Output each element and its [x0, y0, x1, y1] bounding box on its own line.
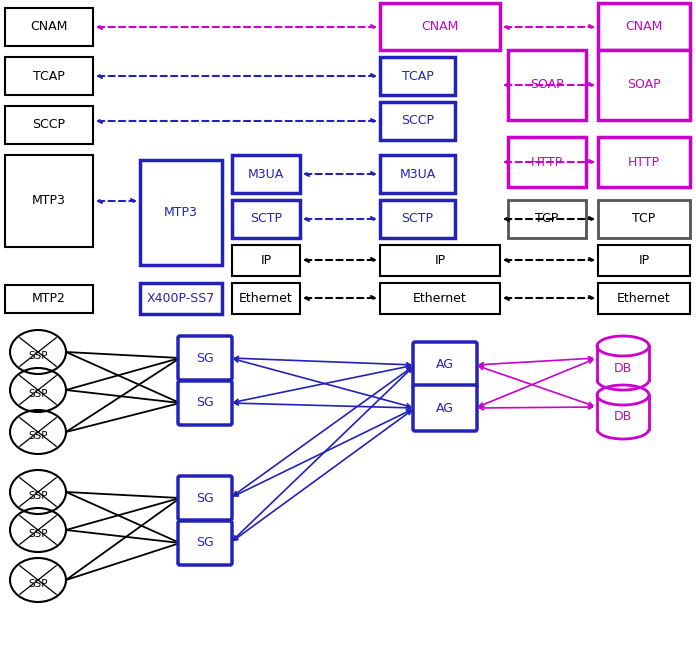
Text: IP: IP [434, 254, 445, 267]
Bar [5, 106, 93, 144]
Text: SCTP: SCTP [250, 213, 282, 225]
FancyBboxPatch shape [413, 342, 477, 388]
FancyBboxPatch shape [178, 336, 232, 380]
Bar [508, 50, 586, 120]
Text: TCAP: TCAP [402, 70, 434, 82]
Bar [598, 283, 690, 314]
Bar [598, 50, 690, 120]
Text: MTP3: MTP3 [164, 206, 198, 219]
Text: AG: AG [436, 401, 454, 415]
Bar [5, 155, 93, 247]
Text: TCAP: TCAP [33, 70, 65, 82]
Text: SSP: SSP [29, 579, 48, 589]
Text: DB: DB [614, 361, 632, 375]
Bar [232, 200, 300, 238]
FancyBboxPatch shape [178, 476, 232, 520]
Bar [232, 245, 300, 276]
Bar [140, 160, 222, 265]
Text: X400P-SS7: X400P-SS7 [147, 292, 215, 305]
Bar [380, 283, 500, 314]
Text: SCCP: SCCP [401, 114, 434, 128]
Bar [598, 137, 690, 187]
Text: SG: SG [196, 537, 214, 549]
Bar [508, 137, 586, 187]
Text: SCCP: SCCP [33, 118, 65, 132]
Text: SSP: SSP [29, 491, 48, 501]
FancyBboxPatch shape [178, 381, 232, 425]
Bar [232, 155, 300, 193]
Text: SG: SG [196, 492, 214, 504]
Text: Ethernet: Ethernet [413, 292, 467, 305]
Text: SSP: SSP [29, 389, 48, 399]
Text: AG: AG [436, 359, 454, 371]
Text: M3UA: M3UA [248, 167, 284, 181]
Text: DB: DB [614, 411, 632, 423]
Text: SSP: SSP [29, 351, 48, 361]
Bar [598, 245, 690, 276]
Text: MTP2: MTP2 [32, 292, 66, 306]
Text: TCP: TCP [633, 213, 656, 225]
Bar [140, 283, 222, 314]
Text: SOAP: SOAP [627, 78, 661, 92]
Text: Ethernet: Ethernet [239, 292, 293, 305]
Bar [5, 285, 93, 313]
Bar [380, 102, 455, 140]
Text: IP: IP [638, 254, 649, 267]
Bar [5, 8, 93, 46]
Bar [380, 57, 455, 95]
Text: HTTP: HTTP [531, 155, 563, 169]
Bar [598, 200, 690, 238]
Text: SOAP: SOAP [530, 78, 564, 92]
Bar [380, 155, 455, 193]
Text: HTTP: HTTP [628, 155, 660, 169]
FancyBboxPatch shape [413, 385, 477, 431]
Text: MTP3: MTP3 [32, 195, 66, 207]
Bar [508, 200, 586, 238]
Text: IP: IP [260, 254, 271, 267]
Bar [598, 3, 690, 50]
Text: SSP: SSP [29, 529, 48, 539]
FancyBboxPatch shape [178, 521, 232, 565]
Bar [232, 283, 300, 314]
Text: CNAM: CNAM [421, 20, 459, 33]
Text: TCP: TCP [535, 213, 559, 225]
Bar [380, 200, 455, 238]
Bar [380, 3, 500, 50]
Text: SSP: SSP [29, 431, 48, 441]
Text: SCTP: SCTP [402, 213, 434, 225]
Bar [380, 245, 500, 276]
Text: SG: SG [196, 397, 214, 409]
Text: M3UA: M3UA [400, 167, 436, 181]
Bar [5, 57, 93, 95]
Text: Ethernet: Ethernet [617, 292, 671, 305]
Text: SG: SG [196, 351, 214, 365]
Text: CNAM: CNAM [625, 20, 663, 33]
Text: CNAM: CNAM [31, 21, 68, 33]
